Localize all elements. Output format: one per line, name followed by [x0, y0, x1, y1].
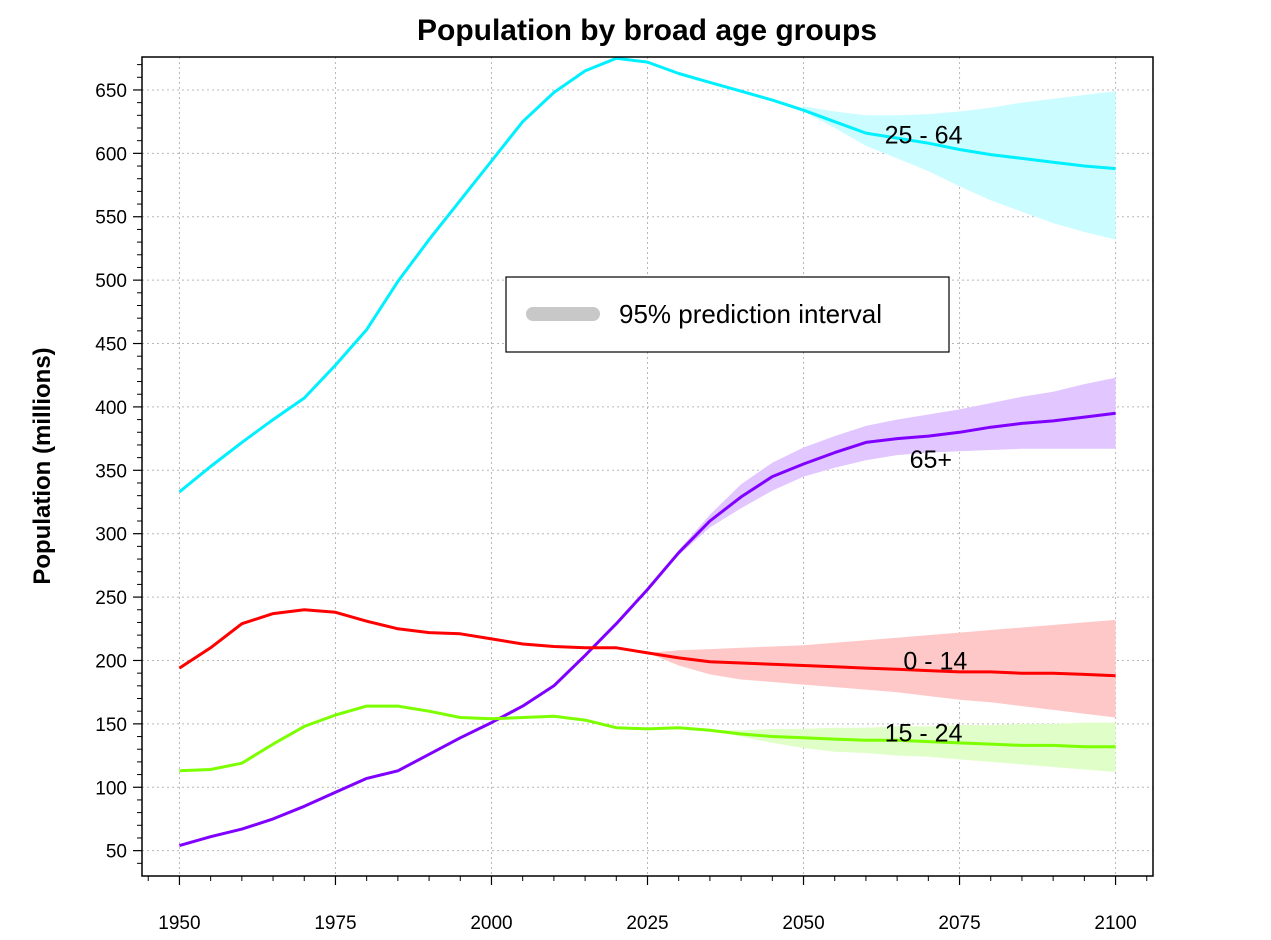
x-tick-label: 2050	[782, 913, 824, 934]
prediction-band	[709, 722, 1116, 772]
y-tick-label: 500	[95, 271, 127, 292]
series-label: 0 - 14	[903, 647, 967, 675]
x-tick-label: 2100	[1094, 913, 1136, 934]
y-tick-label: 600	[95, 144, 127, 165]
x-tick-label: 2075	[938, 913, 980, 934]
series-lines	[178, 56, 1116, 848]
y-tick-label: 550	[95, 208, 127, 229]
legend: 95% prediction interval	[505, 276, 950, 353]
y-tick-label: 300	[95, 525, 127, 546]
x-tick-label: 2000	[470, 913, 512, 934]
series-line	[178, 56, 1116, 494]
prediction-band	[647, 377, 1116, 590]
y-tick-label: 50	[106, 842, 127, 863]
y-axis-label: Population (millions)	[29, 347, 56, 584]
x-tick-label: 1950	[158, 913, 200, 934]
y-tick-label: 450	[95, 335, 127, 356]
series-labels: 25 - 64 65+ 0 - 14 15 - 24	[885, 121, 968, 747]
series-label: 65+	[910, 446, 952, 474]
y-tick-label: 350	[95, 461, 127, 482]
legend-label: 95% prediction interval	[619, 299, 882, 329]
series-line	[179, 704, 1116, 773]
series-line	[178, 608, 1116, 678]
x-tick-label: 2025	[626, 913, 668, 934]
prediction-band	[803, 91, 1116, 240]
series-label: 25 - 64	[885, 121, 963, 149]
chart-title: Population by broad age groups	[417, 14, 877, 47]
axes: 1950 1975 2000 2025 2050 2075 2100 50 100 150 200 2…	[95, 64, 1148, 934]
y-tick-label: 650	[95, 81, 127, 102]
y-tick-label: 100	[95, 778, 127, 799]
y-tick-label: 150	[95, 715, 127, 736]
x-tick-label: 1975	[314, 913, 356, 934]
y-tick-label: 200	[95, 651, 127, 672]
series-label: 15 - 24	[885, 720, 963, 748]
y-tick-label: 250	[95, 588, 127, 609]
series-line	[178, 411, 1116, 848]
y-tick-label: 400	[95, 398, 127, 419]
